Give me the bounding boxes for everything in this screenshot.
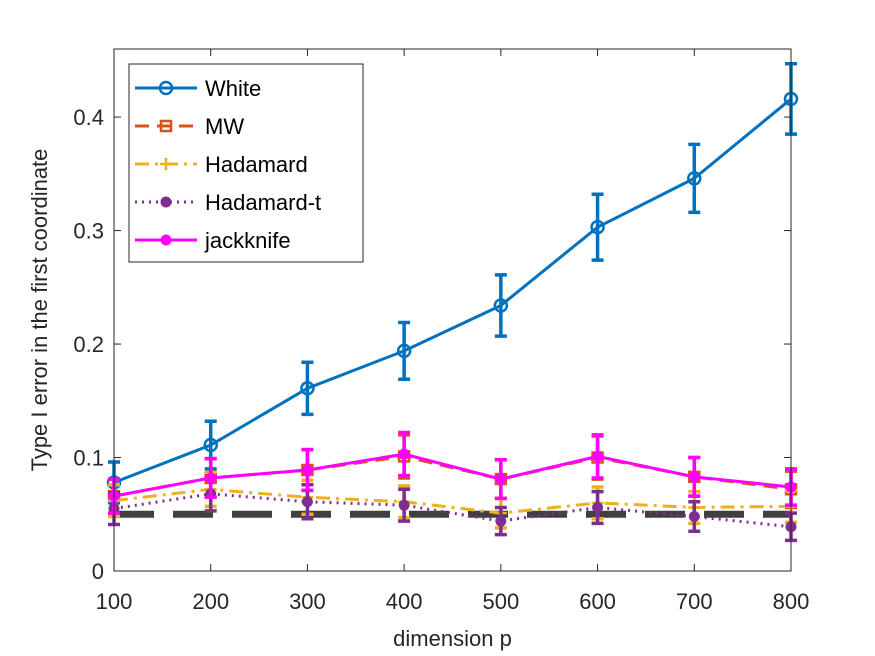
data-point: [590, 219, 605, 235]
legend-marker: [160, 158, 172, 170]
legend-label: Hadamard-t: [205, 190, 321, 215]
legend-label: Hadamard: [205, 152, 308, 177]
x-tick-label: 300: [289, 589, 326, 614]
legend-entry: jackknife: [135, 228, 291, 253]
legend-entry: Hadamard-t: [135, 190, 321, 215]
data-point: [301, 464, 313, 476]
data-point: [493, 298, 509, 313]
x-tick-label: 100: [96, 589, 133, 614]
x-tick-label: 500: [482, 589, 519, 614]
x-tick-label: 600: [579, 589, 616, 614]
data-point: [398, 499, 410, 511]
y-tick-label: 0: [92, 559, 104, 584]
data-point: [592, 501, 604, 513]
y-tick-label: 0.3: [73, 219, 104, 244]
data-point: [398, 448, 410, 460]
legend-entry: Hadamard: [135, 152, 308, 177]
data-point: [396, 343, 412, 359]
x-tick-label: 200: [192, 589, 229, 614]
data-point: [688, 471, 700, 483]
y-tick-label: 0.1: [73, 446, 104, 471]
legend-entry: White: [135, 76, 261, 101]
series-line: [113, 492, 792, 529]
legend-marker: [160, 196, 172, 208]
axes-layer: 100 200 300 400 500 600 700 800 0 0.1 0.2 0.3 0.4: [73, 48, 810, 614]
x-tick-label: 800: [773, 589, 810, 614]
data-point: [203, 437, 218, 453]
x-axis-label: dimension p: [393, 626, 512, 651]
series-layer: [106, 62, 799, 543]
series-line: [113, 487, 792, 515]
legend-label: MW: [205, 114, 244, 139]
legend-label: jackknife: [204, 228, 291, 253]
legend-marker: [159, 119, 173, 133]
legend-marker: [158, 80, 174, 96]
data-point: [205, 472, 217, 484]
y-axis-label: Type I error in the first coordinate: [27, 149, 52, 472]
data-point: [300, 381, 315, 396]
legend: White MW Hadamard Hadamard-t jackknife: [128, 63, 364, 263]
series-line: [113, 452, 792, 498]
legend-label: White: [205, 76, 261, 101]
data-point: [592, 450, 604, 462]
x-tick-label: 700: [676, 589, 713, 614]
data-point: [301, 496, 313, 508]
plot-frame: [113, 48, 792, 572]
legend-marker: [160, 234, 172, 246]
data-point: [687, 171, 702, 186]
y-tick-label: 0.4: [73, 105, 104, 130]
data-point: [495, 473, 507, 485]
data-point: [688, 511, 700, 523]
series-line: [113, 97, 792, 484]
series-jackknife: [108, 430, 797, 515]
x-tick-label: 400: [386, 589, 423, 614]
y-tick-label: 0.2: [73, 332, 104, 357]
legend-entry: MW: [135, 114, 244, 139]
data-point: [495, 515, 507, 527]
